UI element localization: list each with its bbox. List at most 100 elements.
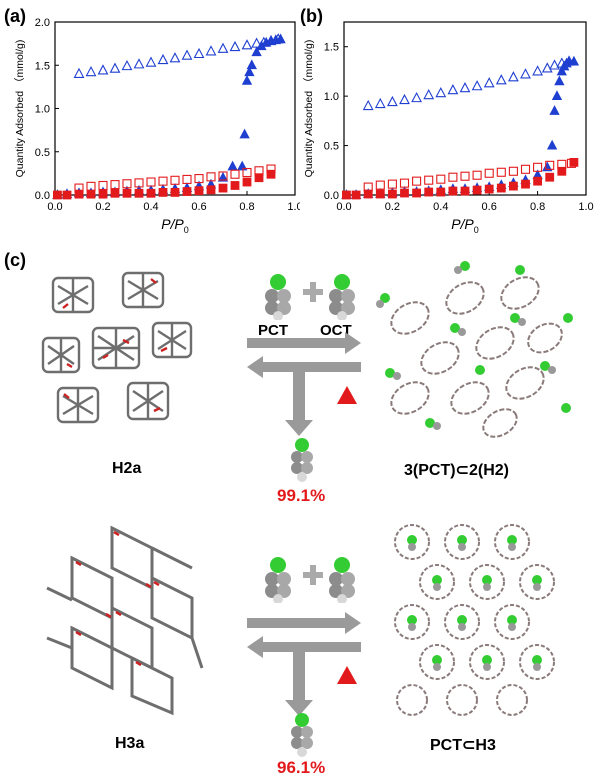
chart-b-xtick-label: 0.2	[385, 201, 400, 213]
chart-a-point	[251, 46, 262, 57]
chart-a-point	[239, 128, 250, 139]
chart-b-point	[411, 91, 423, 103]
chart-b-ytick-label: 0.5	[324, 141, 339, 153]
chart-a-point	[217, 42, 229, 53]
chart-b-point	[546, 139, 558, 150]
pct-oct-molecules-image-2	[265, 557, 355, 603]
pct-molecule-image-2	[291, 713, 313, 757]
product-label-2: PCT⊂H3	[430, 737, 496, 754]
pct-oct-molecules-image	[265, 274, 355, 320]
chart-b-point	[496, 167, 506, 177]
yield-2: 96.1%	[277, 758, 326, 777]
chart-b-point	[424, 175, 434, 185]
chart-a-point	[194, 174, 204, 184]
chart-a-point	[158, 176, 168, 186]
chart-b-point	[551, 90, 563, 101]
chart-a-point	[230, 181, 240, 190]
chart-a-point	[122, 188, 132, 198]
chart-a-point	[134, 188, 144, 198]
chart-a-point	[122, 179, 132, 189]
chart-b-point	[556, 65, 567, 76]
panel-label-b: (b)	[300, 6, 323, 26]
chart-a-point	[266, 169, 276, 179]
isotherm-chart-a: 0.0 0.2 0.4 0.6 0.8 1.0 0.0 0.5 1.0 1.5 2.0 P/P0 Qua…	[14, 17, 300, 235]
chart-b-point	[399, 93, 410, 105]
chart-b-point	[424, 187, 434, 197]
chart-a-point	[218, 183, 228, 193]
chart-b-ylabel: Quantity Adsorbed （mmol/g)	[303, 40, 315, 178]
chart-b-point	[400, 188, 409, 198]
chart-b-point	[460, 186, 470, 196]
chart-b-point	[363, 189, 373, 199]
chart-a-point	[62, 190, 72, 200]
chart-a-point	[97, 64, 109, 75]
chart-b-point	[520, 68, 531, 79]
chart-a-point	[170, 175, 180, 185]
chart-b-point	[399, 178, 410, 188]
chart-a-point	[218, 171, 228, 181]
chart-a-point	[194, 186, 204, 196]
product-label-1: 3(PCT)⊂2(H2)	[404, 462, 509, 479]
chart-b-point	[569, 157, 579, 167]
chart-a-point	[237, 160, 248, 171]
chart-b-xtick-label: 0.0	[336, 201, 351, 213]
chart-a-xtick-label: 1.0	[287, 201, 300, 213]
chart-a-point	[205, 45, 217, 56]
chart-b-point	[549, 59, 560, 70]
chart-b-point	[532, 65, 544, 76]
chart-b-point	[541, 62, 553, 73]
equilibrium-arrows-2	[247, 612, 361, 716]
chart-b-point	[542, 161, 553, 172]
chart-a-xtick-label: 0.2	[95, 201, 110, 213]
chart-b-point	[484, 184, 494, 194]
chart-b-point	[375, 180, 385, 190]
chart-a-point	[110, 180, 120, 190]
chart-b-point	[448, 172, 458, 182]
chart-b-point	[483, 77, 495, 88]
chart-b-point	[549, 105, 560, 115]
chart-a-point	[241, 74, 253, 85]
chart-b-xtick-label: 0.4	[433, 201, 448, 213]
h2a-crystal-structure-image	[41, 271, 193, 424]
chart-b-point	[423, 88, 435, 100]
chart-b-point	[387, 179, 397, 189]
chart-b-point	[412, 176, 422, 186]
oct-label: OCT	[320, 322, 352, 339]
chart-a-point	[145, 56, 157, 67]
chart-b-point	[471, 80, 483, 91]
chart-b-xtick-label: 1.0	[578, 201, 593, 213]
chart-a-point	[169, 52, 181, 63]
chart-b-point	[459, 82, 471, 93]
chart-a-point	[158, 188, 168, 197]
chart-b-point	[472, 185, 482, 195]
chart-a-point	[170, 188, 180, 197]
chart-a-ytick-label: 1.0	[35, 104, 50, 116]
chart-b-point	[375, 189, 385, 199]
chart-a-point	[230, 169, 240, 179]
chart-a-ytick-label: 2.0	[35, 17, 50, 29]
chart-b-point	[520, 164, 531, 174]
chart-b-point	[507, 71, 519, 82]
chart-a-point	[121, 59, 133, 71]
h2a-label: H2a	[112, 460, 142, 477]
chart-b-point	[351, 190, 361, 200]
chart-a-ytick-label: 0.5	[35, 147, 50, 159]
chart-b-point	[508, 181, 518, 191]
chart-b-point	[448, 186, 458, 196]
chart-a-xtick-label: 0.8	[239, 201, 254, 213]
chart-b-point	[460, 171, 470, 181]
chart-b-point	[386, 95, 398, 107]
chart-b-ytick-label: 0.0	[324, 190, 339, 202]
chart-b-point	[436, 174, 446, 184]
yield-1: 99.1%	[277, 486, 326, 505]
chart-b-point	[545, 172, 555, 182]
chart-b-point	[533, 176, 543, 186]
chart-a-point	[53, 190, 62, 200]
pct-in-h3-crystal-structure-image	[394, 524, 555, 716]
chart-a-point	[246, 59, 257, 70]
chart-a-point	[275, 33, 286, 44]
chart-a-point	[242, 177, 252, 187]
chart-a-xtick-label: 0.0	[47, 201, 62, 213]
chart-b-point	[412, 188, 421, 198]
h3a-crystal-structure-image	[46, 525, 204, 716]
